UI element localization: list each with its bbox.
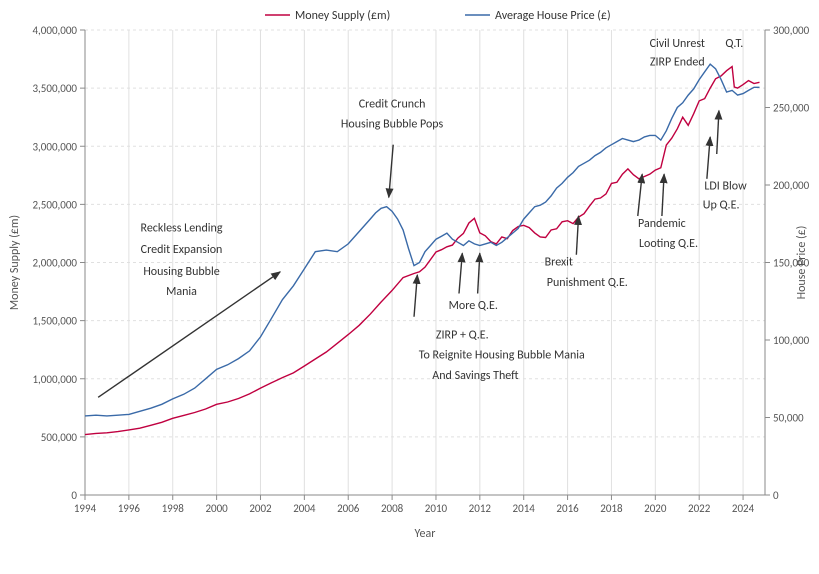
svg-text:2012: 2012 <box>469 502 492 515</box>
svg-text:2002: 2002 <box>249 502 272 515</box>
svg-text:1,500,000: 1,500,000 <box>32 315 77 328</box>
annotation-text: Reckless Lending <box>141 222 223 236</box>
svg-text:4,000,000: 4,000,000 <box>32 24 77 37</box>
annotation-text: Credit Crunch <box>359 98 426 112</box>
svg-text:2018: 2018 <box>600 502 623 515</box>
svg-text:0: 0 <box>71 489 77 502</box>
svg-text:2024: 2024 <box>732 502 755 515</box>
svg-text:100,000: 100,000 <box>773 334 810 347</box>
svg-text:2004: 2004 <box>293 502 316 515</box>
svg-text:1994: 1994 <box>74 502 97 515</box>
svg-text:2020: 2020 <box>644 502 667 515</box>
svg-text:1,000,000: 1,000,000 <box>32 373 77 386</box>
legend-label: Average House Price (£) <box>495 9 611 23</box>
svg-text:2000: 2000 <box>205 502 228 515</box>
annotation-text: Housing Bubble Pops <box>341 118 444 132</box>
annotation-text: Brexit <box>545 256 573 270</box>
svg-text:1998: 1998 <box>162 502 185 515</box>
svg-text:2022: 2022 <box>688 502 711 515</box>
annotation-text: Pandemic <box>638 217 686 231</box>
svg-text:500,000: 500,000 <box>41 431 78 444</box>
svg-text:3,000,000: 3,000,000 <box>32 140 77 153</box>
annotation-text: Q.T. <box>725 37 743 51</box>
annotation-text: ZIRP + Q.E. <box>436 328 489 342</box>
svg-text:2010: 2010 <box>425 502 448 515</box>
svg-text:2008: 2008 <box>381 502 404 515</box>
svg-text:300,000: 300,000 <box>773 24 810 37</box>
svg-text:250,000: 250,000 <box>773 102 810 115</box>
svg-text:3,500,000: 3,500,000 <box>32 82 77 95</box>
dual-axis-line-chart: Money Supply (£m) Average House Price (£)… <box>0 0 819 574</box>
annotation-text: Mania <box>166 285 197 299</box>
legend-label: Money Supply (£m) <box>295 9 390 23</box>
svg-text:200,000: 200,000 <box>773 179 810 192</box>
annotation-text: Punishment Q.E. <box>547 276 628 290</box>
x-axis-title: Year <box>415 527 436 541</box>
annotation-text: More Q.E. <box>449 299 498 313</box>
annotation-text: LDI Blow <box>704 180 747 194</box>
svg-text:2,500,000: 2,500,000 <box>32 198 77 211</box>
annotation-text: Looting Q.E. <box>639 237 698 251</box>
annotation-text: Housing Bubble <box>143 265 219 279</box>
svg-text:2006: 2006 <box>337 502 360 515</box>
y-axis-left-title: Money Supply (£m) <box>8 215 22 310</box>
annotation-text: And Savings Theft <box>432 369 519 383</box>
svg-text:2014: 2014 <box>513 502 536 515</box>
svg-text:2016: 2016 <box>556 502 579 515</box>
annotation-text: Civil Unrest <box>650 37 705 51</box>
svg-text:2,000,000: 2,000,000 <box>32 257 77 270</box>
svg-text:0: 0 <box>773 489 779 502</box>
annotation-text: ZIRP Ended <box>650 56 705 70</box>
annotation-text: To Reignite Housing Bubble Mania <box>419 349 585 363</box>
annotation-text: Up Q.E. <box>703 198 740 212</box>
y-axis-right-title: House Price (£) <box>795 226 809 300</box>
annotation-text: Credit Expansion <box>141 243 223 257</box>
svg-text:50,000: 50,000 <box>773 412 804 425</box>
svg-text:1996: 1996 <box>118 502 141 515</box>
